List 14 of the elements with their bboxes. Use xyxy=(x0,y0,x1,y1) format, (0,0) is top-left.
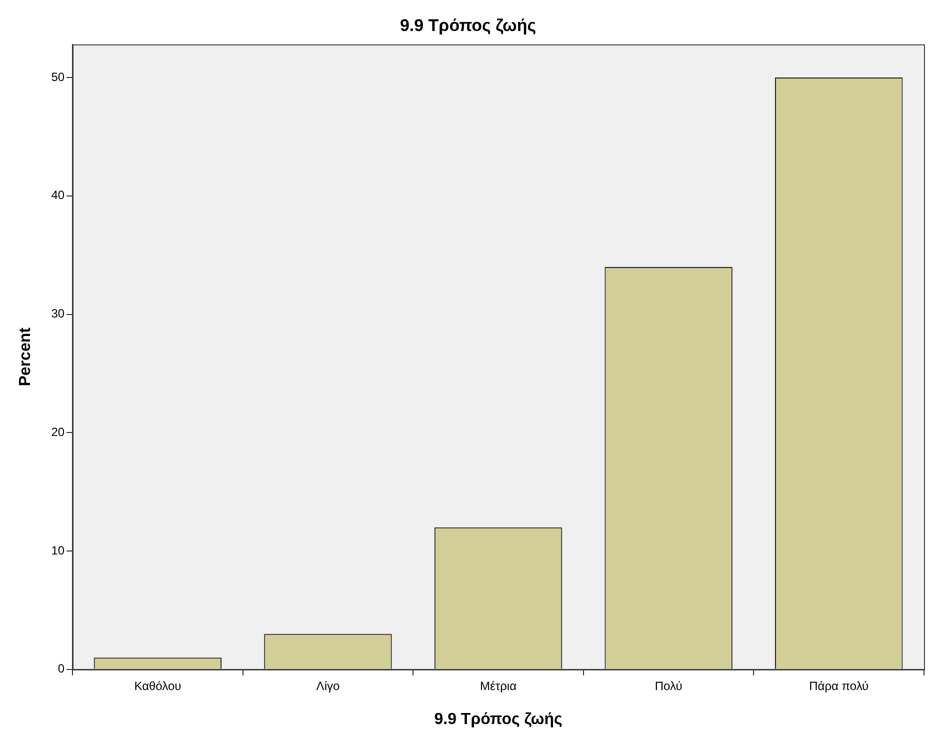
y-axis-title: Percent xyxy=(17,326,34,386)
x-tick-label: Πάρα πολύ xyxy=(809,678,869,693)
chart-title: 9.9 Τρόπος ζωής xyxy=(400,16,536,35)
x-tick-label: Πολύ xyxy=(654,678,682,693)
x-tick-label: Λίγο xyxy=(316,678,340,693)
x-axis-title: 9.9 Τρόπος ζωής xyxy=(434,710,562,728)
y-tick-label: 40 xyxy=(51,188,65,202)
y-tick-label: 50 xyxy=(51,70,65,84)
y-tick-label: 0 xyxy=(58,662,65,676)
x-tick-label: Καθόλου xyxy=(134,678,182,693)
x-tick-label: Μέτρια xyxy=(480,678,517,693)
y-tick-label: 30 xyxy=(51,306,65,321)
y-tick-label: 20 xyxy=(51,424,65,439)
y-tick-label: 10 xyxy=(51,543,65,558)
